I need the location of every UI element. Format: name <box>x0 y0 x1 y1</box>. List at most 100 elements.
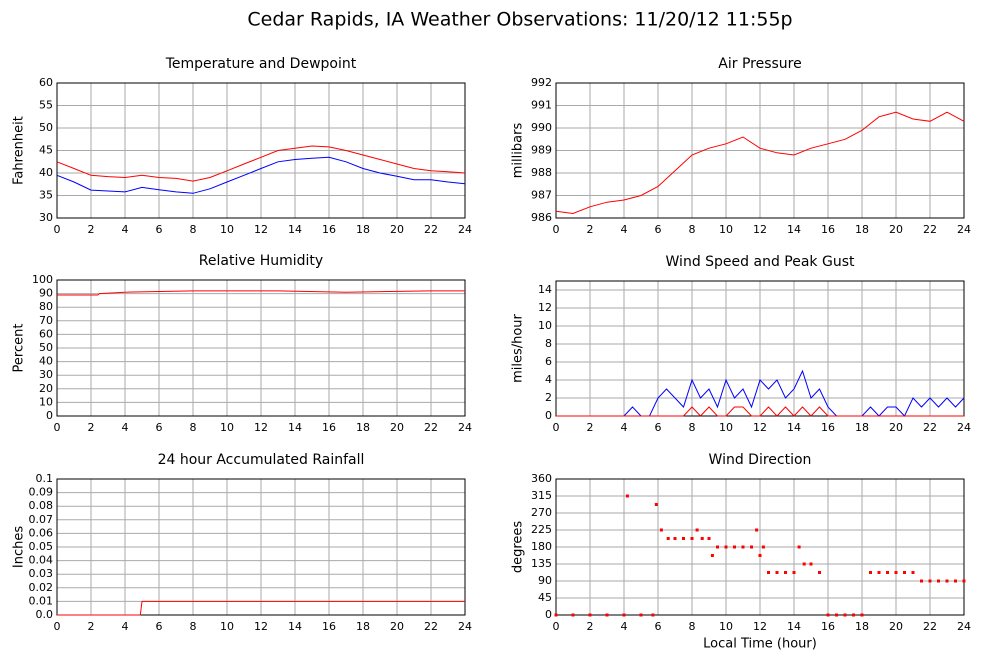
data-point <box>860 613 864 617</box>
x-tick-label: 14 <box>787 620 801 633</box>
y-tick-label: 0.01 <box>29 594 54 607</box>
x-tick-label: 0 <box>54 421 61 434</box>
data-point <box>954 579 957 583</box>
data-point <box>588 613 592 617</box>
y-tick-label: 270 <box>531 506 552 519</box>
y-tick-label: 50 <box>39 341 53 354</box>
y-tick-label: 90 <box>39 287 53 300</box>
x-tick-label: 20 <box>390 223 404 236</box>
x-tick-label: 0 <box>553 223 560 236</box>
y-tick-label: 315 <box>531 489 552 502</box>
data-point <box>571 613 575 617</box>
y-tick-label: 989 <box>531 144 552 157</box>
x-tick-label: 2 <box>587 620 594 633</box>
y-tick-label: 35 <box>39 189 53 202</box>
panel: Wind Direction degrees Local Time (hour) 0 2… <box>511 452 972 652</box>
x-tick-label: 10 <box>719 223 733 236</box>
x-tick-label: 4 <box>122 223 129 236</box>
x-tick-label: 0 <box>553 620 560 633</box>
page-title: Cedar Rapids, IA Weather Observations: 1… <box>247 9 792 31</box>
y-tick-label: 0.07 <box>29 513 54 526</box>
x-tick-label: 2 <box>88 421 95 434</box>
y-tick-label: 80 <box>39 300 53 313</box>
data-point <box>937 579 940 583</box>
plot-frame <box>56 478 466 616</box>
y-tick-label: 4 <box>545 373 552 386</box>
x-tick-label: 18 <box>855 620 869 633</box>
plot-frame <box>56 82 466 219</box>
x-tick-label: 12 <box>753 620 767 633</box>
y-tick-label: 10 <box>39 395 53 408</box>
y-tick-label: 0.1 <box>36 472 54 485</box>
data-point <box>775 571 779 574</box>
y-axis-label: Percent <box>12 324 27 373</box>
y-tick-label: 0.06 <box>29 526 54 539</box>
data-line <box>556 406 964 417</box>
y-tick-label: 135 <box>531 557 552 570</box>
data-point <box>894 571 898 574</box>
x-tick-label: 22 <box>923 421 937 434</box>
y-tick-label: 60 <box>39 327 53 340</box>
y-axis-label: miles/hour <box>511 313 526 382</box>
x-tick-label: 10 <box>719 620 733 633</box>
y-tick-label: 8 <box>545 337 552 350</box>
x-tick-label: 16 <box>322 620 336 633</box>
x-tick-label: 6 <box>156 223 163 236</box>
data-point <box>903 571 906 574</box>
x-tick-label: 14 <box>787 421 801 434</box>
y-tick-label: 30 <box>39 211 53 224</box>
y-tick-label: 990 <box>531 121 552 134</box>
x-tick-label: 16 <box>322 223 336 236</box>
x-tick-label: 20 <box>889 223 903 236</box>
x-tick-label: 4 <box>122 421 129 434</box>
x-tick-label: 20 <box>889 620 903 633</box>
y-tick-label: 10 <box>538 319 552 332</box>
x-tick-label: 20 <box>390 620 404 633</box>
x-tick-label: 0 <box>54 223 61 236</box>
y-tick-label: 40 <box>39 166 53 179</box>
y-axis-label: Inches <box>12 526 27 568</box>
panel-title: Relative Humidity <box>199 253 323 269</box>
data-point <box>750 545 753 549</box>
data-point <box>758 554 762 557</box>
x-tick-label: 8 <box>689 421 696 434</box>
y-tick-label: 988 <box>531 166 552 179</box>
plot-frame <box>555 478 965 616</box>
x-tick-label: 4 <box>621 421 628 434</box>
x-tick-label: 14 <box>288 223 302 236</box>
x-tick-label: 20 <box>390 421 404 434</box>
data-point <box>877 571 881 574</box>
x-tick-label: 10 <box>220 421 234 434</box>
y-tick-label: 50 <box>39 121 53 134</box>
panel-title: Wind Speed and Peak Gust <box>666 254 855 270</box>
x-tick-label: 2 <box>587 223 594 236</box>
data-point <box>622 613 626 617</box>
y-tick-label: 100 <box>32 273 53 286</box>
y-tick-label: 55 <box>39 99 53 112</box>
data-point <box>659 528 663 532</box>
x-tick-label: 14 <box>288 421 302 434</box>
data-line <box>56 145 466 182</box>
data-point <box>920 579 923 583</box>
data-point <box>716 545 719 549</box>
data-line <box>57 600 465 616</box>
x-tick-label: 8 <box>190 223 197 236</box>
x-tick-label: 10 <box>220 620 234 633</box>
x-tick-label: 12 <box>753 223 767 236</box>
data-point <box>625 494 629 498</box>
data-point <box>654 503 658 506</box>
data-point <box>666 537 670 540</box>
y-tick-label: 180 <box>531 540 552 553</box>
data-point <box>809 562 813 566</box>
data-point <box>700 537 704 540</box>
x-tick-label: 8 <box>190 421 197 434</box>
x-tick-label: 18 <box>356 223 370 236</box>
y-tick-label: 0.09 <box>29 486 54 499</box>
y-tick-label: 0 <box>545 409 552 422</box>
panel-title: Temperature and Dewpoint <box>165 56 357 72</box>
data-point <box>695 528 699 532</box>
y-tick-label: 0.03 <box>29 567 54 580</box>
x-tick-label: 10 <box>220 223 234 236</box>
